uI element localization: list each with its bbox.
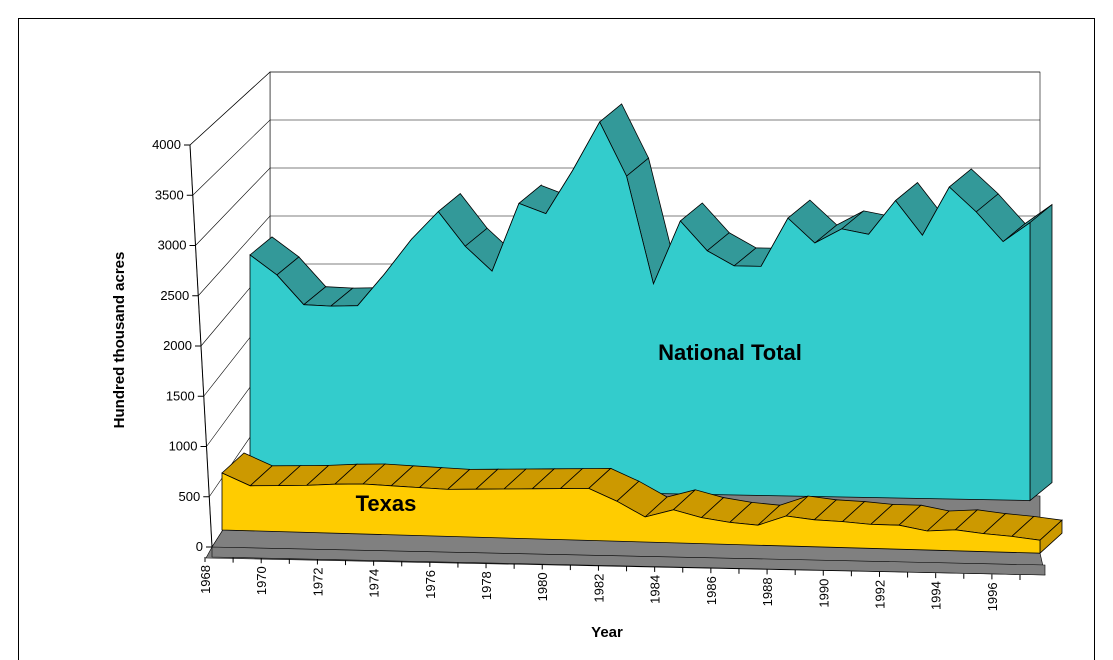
x-tick-label: 1992: [872, 580, 887, 609]
y-tick-label: 2000: [163, 338, 192, 353]
x-tick-label: 1994: [929, 581, 944, 610]
x-tick-label: 1970: [254, 566, 269, 595]
annotation: Texas: [356, 491, 417, 516]
area-front: [249, 121, 1031, 501]
y-tick-label: 1000: [169, 439, 198, 454]
y-tick-label: 3500: [155, 187, 184, 202]
y-tick-label: 1500: [166, 388, 195, 403]
x-axis-label: Year: [591, 624, 623, 641]
y-tick-label: 2500: [160, 288, 189, 303]
x-tick-label: 1972: [310, 567, 325, 596]
y-axis: [189, 144, 213, 548]
x-tick-label: 1980: [535, 572, 550, 601]
x-tick-label: 1968: [198, 565, 213, 594]
ribbon-end: [1029, 203, 1053, 502]
floor-front: [211, 546, 1046, 576]
grid-line: [195, 167, 1040, 246]
x-tick-label: 1986: [704, 576, 719, 605]
annotation: National Total: [658, 340, 802, 365]
x-tick-label: 1988: [760, 577, 775, 606]
y-tick-label: 0: [196, 539, 203, 554]
y-tick-label: 500: [179, 489, 201, 504]
grid-line: [198, 215, 1040, 296]
x-tick-label: 1974: [367, 569, 382, 598]
x-tick-label: 1976: [423, 570, 438, 599]
x-tick-label: 1990: [816, 579, 831, 608]
area-front: [221, 472, 1041, 554]
y-axis-label: Hundred thousand acres: [111, 252, 128, 429]
grid-line: [189, 71, 1040, 146]
x-tick-label: 1984: [648, 575, 663, 604]
x-tick-label: 1978: [479, 571, 494, 600]
y-tick-label: 3000: [158, 238, 187, 253]
x-tick-label: 1996: [985, 582, 1000, 611]
x-tick-label: 1982: [591, 574, 606, 603]
grid-line: [192, 119, 1040, 196]
y-tick-label: 4000: [152, 137, 181, 152]
